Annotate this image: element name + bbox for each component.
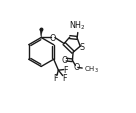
Text: CH$_3$: CH$_3$ [84, 64, 99, 74]
Text: O: O [61, 56, 68, 65]
Text: F: F [62, 73, 66, 82]
Text: O: O [50, 34, 56, 43]
Text: NH$_2$: NH$_2$ [69, 20, 86, 32]
Text: F: F [53, 73, 58, 82]
Text: O: O [73, 63, 80, 72]
Text: S: S [80, 42, 85, 51]
Polygon shape [40, 30, 43, 38]
Text: F: F [63, 65, 68, 74]
